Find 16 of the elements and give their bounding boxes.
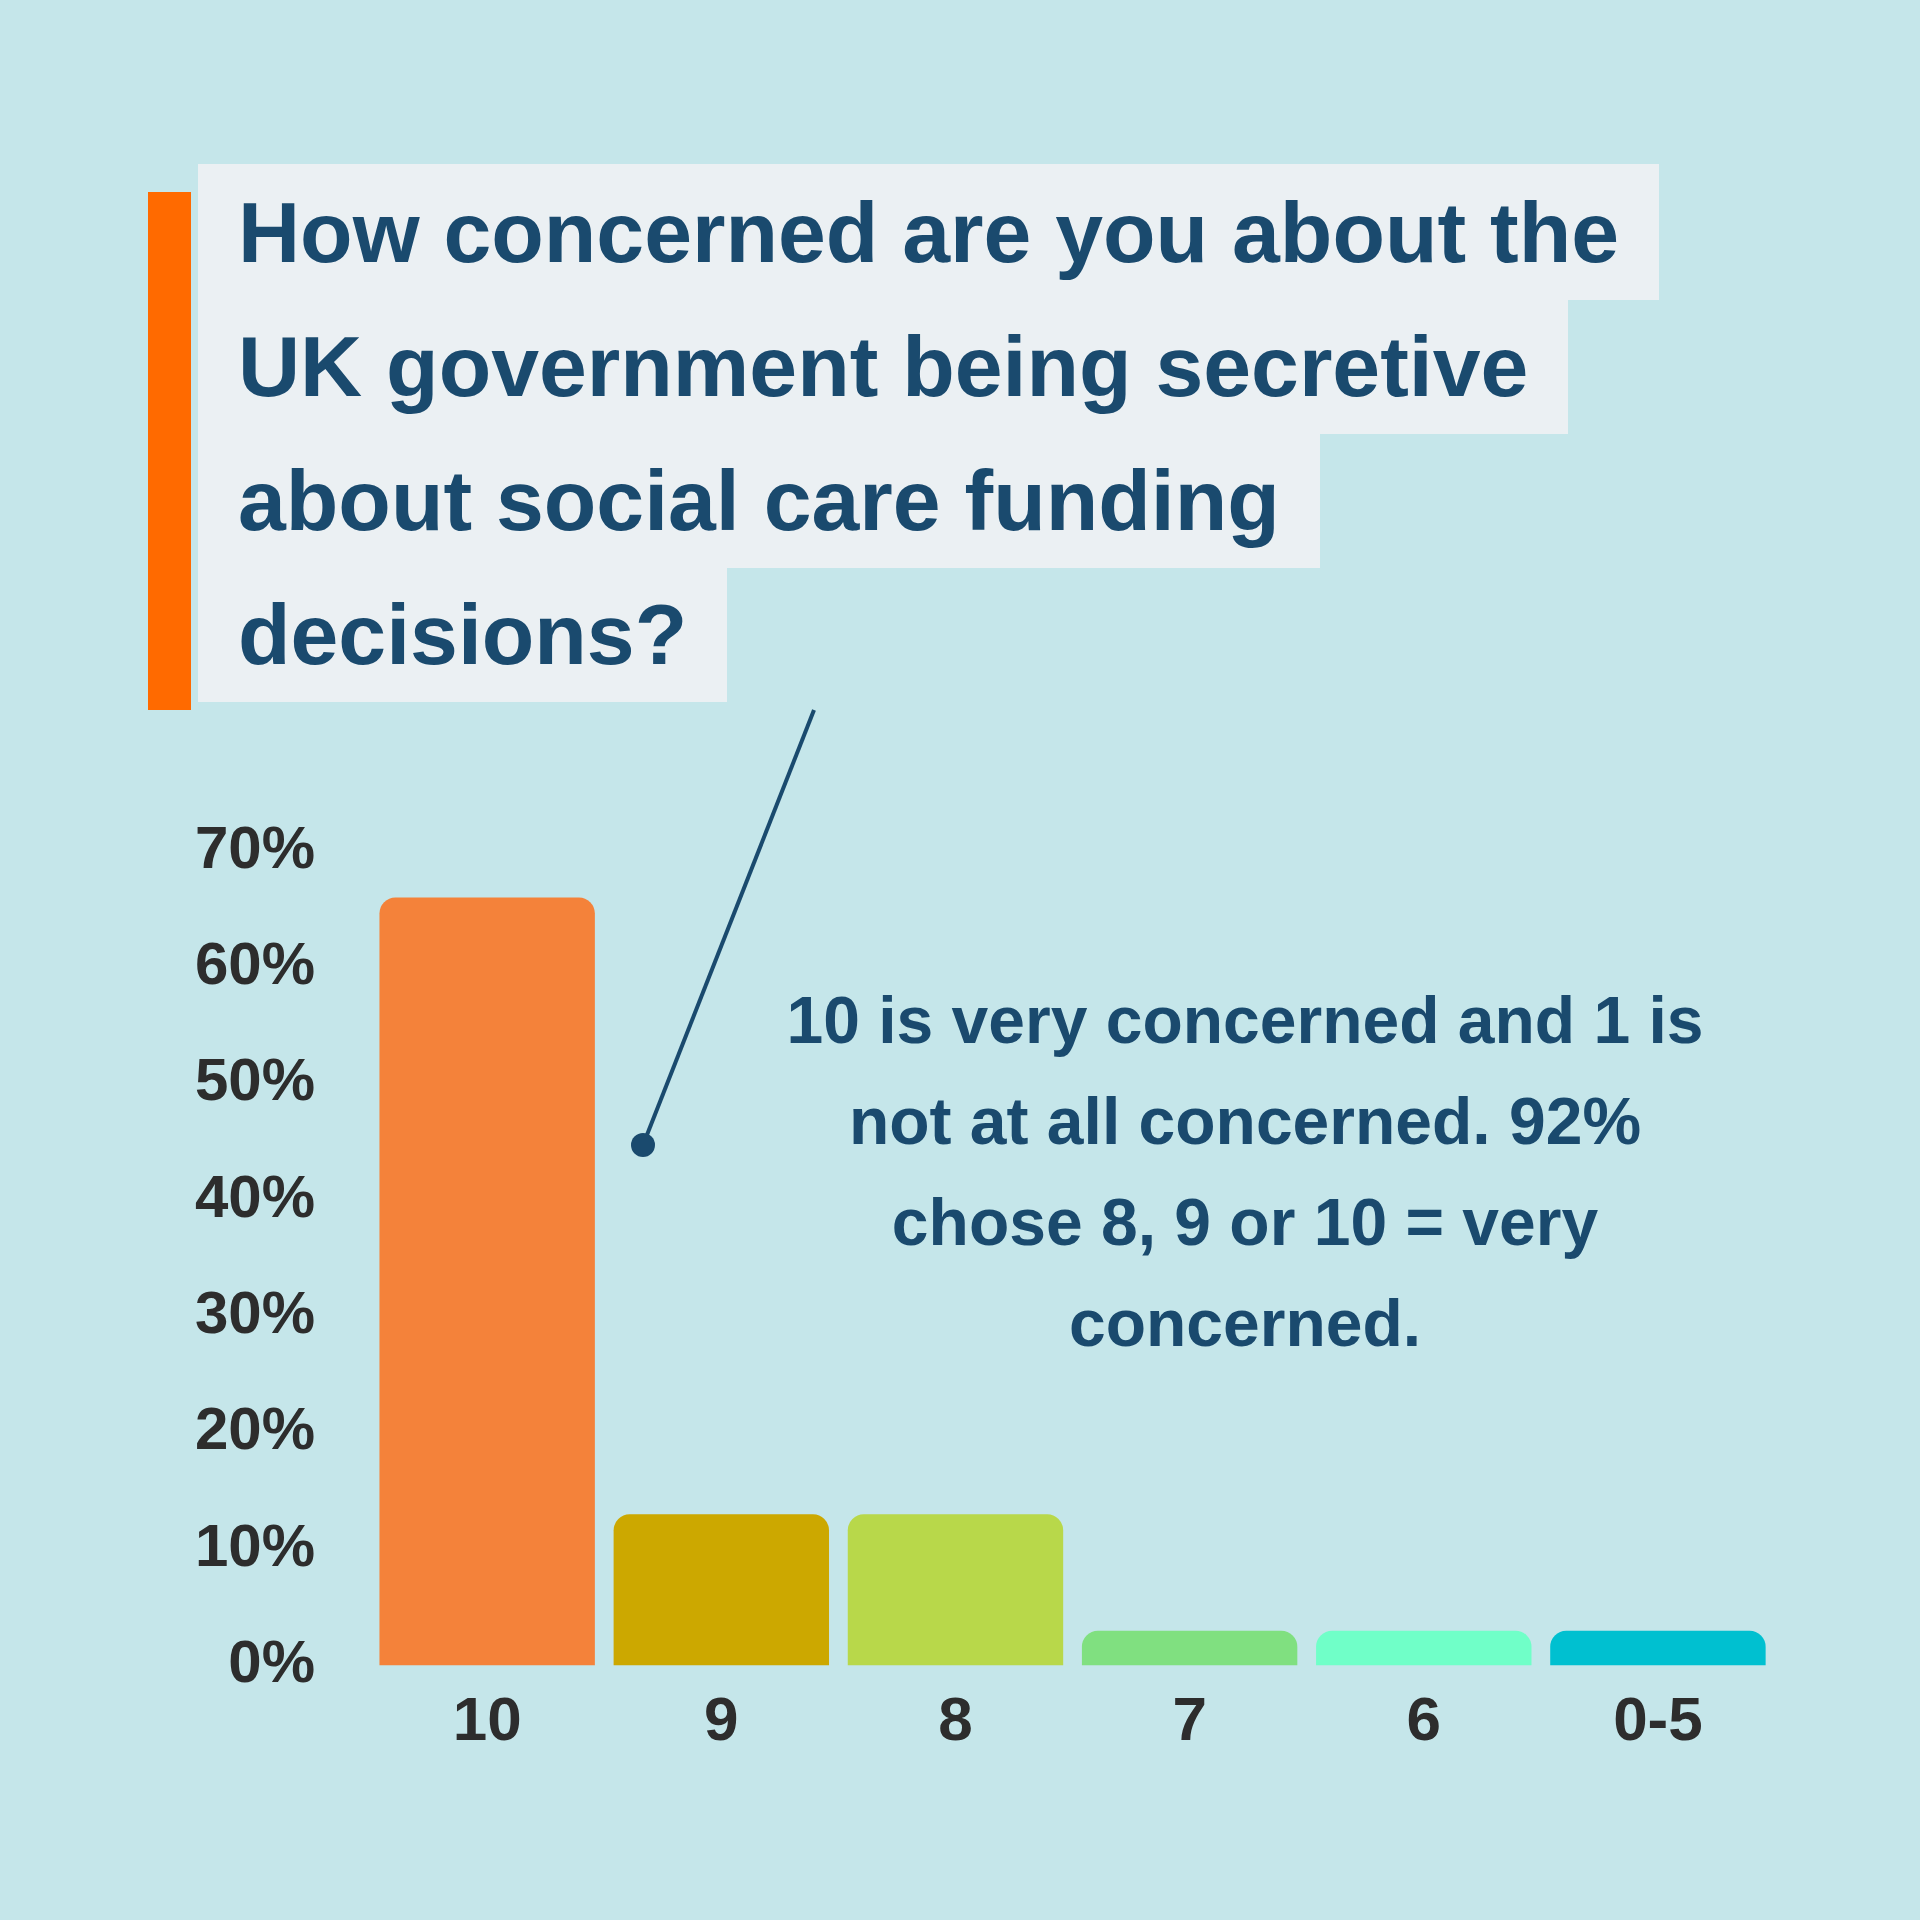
y-tick-label: 20% bbox=[194, 1395, 316, 1463]
x-tick-label: 0-5 bbox=[1613, 1683, 1703, 1753]
chart-title: How concerned are you about the UK government being secretive about social care funding decisions? bbox=[198, 164, 1659, 702]
x-tick-label: 8 bbox=[938, 1683, 973, 1753]
y-tick-label: 50% bbox=[194, 1046, 316, 1114]
x-tick-label: 9 bbox=[704, 1683, 739, 1753]
y-tick-label: 70% bbox=[194, 813, 316, 881]
x-tick-label: 6 bbox=[1406, 1683, 1442, 1753]
y-tick-label: 40% bbox=[194, 1162, 316, 1230]
annotation: 10 is very concerned and 1 is not at all concerned. 92% chose 8, 9 or 10 = very concerned. bbox=[786, 983, 1704, 1361]
x-tick-label: 10 bbox=[452, 1683, 522, 1753]
y-tick-label: 60% bbox=[194, 929, 316, 997]
y-tick-label: 10% bbox=[194, 1511, 316, 1579]
x-tick-label: 7 bbox=[1172, 1683, 1207, 1753]
y-tick-label: 30% bbox=[194, 1279, 316, 1347]
y-tick-label: 0% bbox=[228, 1628, 316, 1696]
